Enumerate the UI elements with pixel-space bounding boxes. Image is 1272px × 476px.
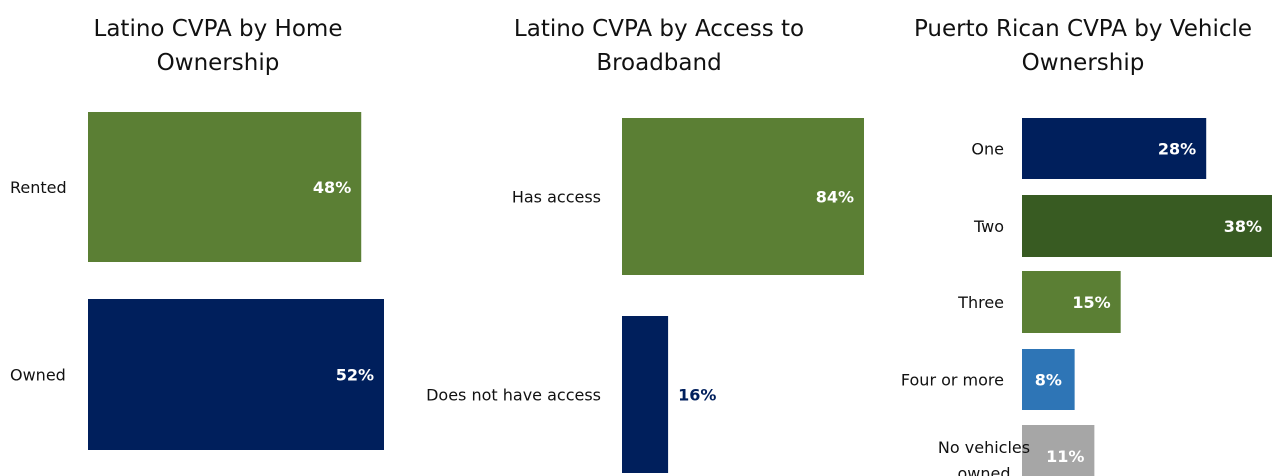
value-label: 84% <box>816 188 854 207</box>
bar-owned <box>88 299 384 450</box>
bar-three <box>1022 271 1121 333</box>
value-label: 38% <box>1224 217 1262 236</box>
category-label: Does not have access <box>426 386 601 405</box>
bar-two <box>1022 195 1272 257</box>
chart-home-ownership: Latino CVPA by Home Ownership Rented 48% Own… <box>10 16 384 450</box>
category-label: Owned <box>10 366 66 385</box>
category-label: Rented <box>10 178 67 197</box>
category-label: Two <box>973 217 1004 236</box>
value-label: 11% <box>1046 447 1084 466</box>
bar-has-access <box>622 118 864 275</box>
chart-broadband-access: Latino CVPA by Access to Broadband Has acc… <box>426 16 864 473</box>
category-label: Four or more <box>901 371 1004 390</box>
chart-title: Latino CVPA by Home Ownership <box>94 16 343 76</box>
chart-title: Latino CVPA by Access to Broadband <box>514 16 804 76</box>
bar-no-vehicles-owned <box>1022 425 1095 476</box>
value-label: 8% <box>1035 371 1062 390</box>
category-label: No vehicles owned <box>938 438 1030 476</box>
chart-vehicle-ownership: Puerto Rican CVPA by Vehicle Ownership One… <box>901 16 1272 476</box>
value-label: 48% <box>313 178 351 197</box>
chart-title: Puerto Rican CVPA by Vehicle Ownership <box>914 16 1252 76</box>
bar-one <box>1022 118 1207 179</box>
bar-four-or-more <box>1022 349 1075 410</box>
category-label: Has access <box>512 188 601 207</box>
category-label: One <box>971 140 1004 159</box>
value-label: 16% <box>678 386 716 405</box>
value-label: 52% <box>336 366 374 385</box>
bar-does-not-have-access <box>622 316 669 473</box>
bar-rented <box>88 112 362 262</box>
value-label: 28% <box>1158 140 1196 159</box>
value-label: 15% <box>1072 293 1110 312</box>
category-label: Three <box>957 293 1004 312</box>
